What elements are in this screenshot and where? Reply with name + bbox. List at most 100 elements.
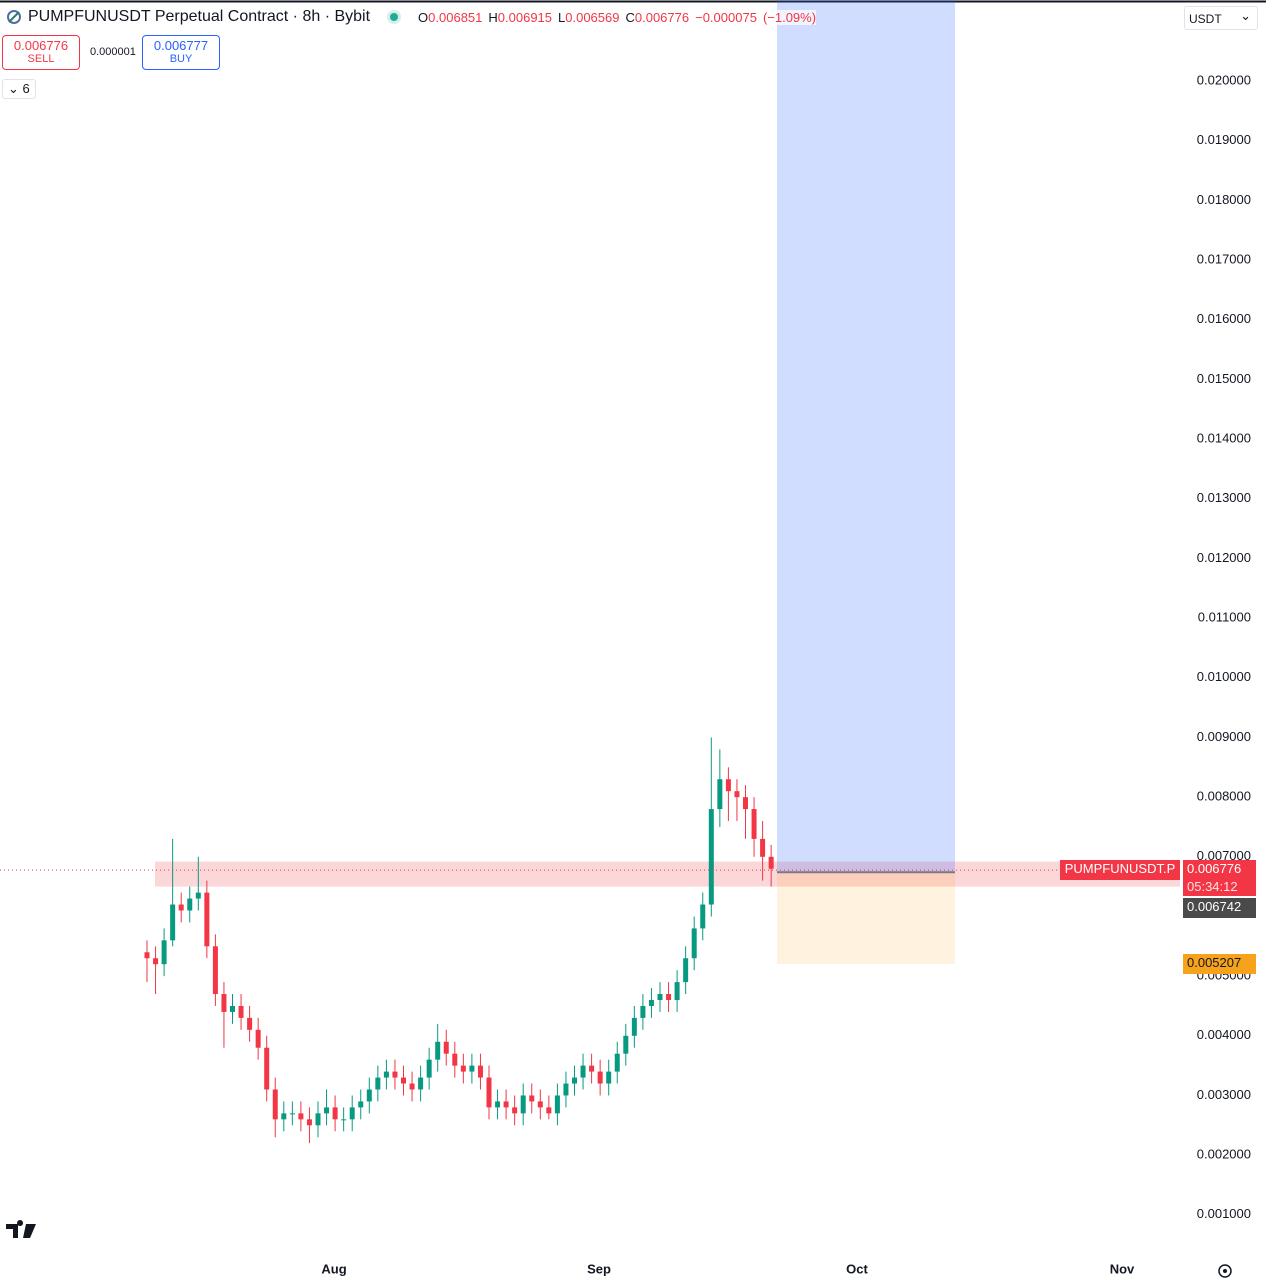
candle-body: [272, 1089, 278, 1120]
candle-body: [247, 1017, 253, 1030]
spread: 0.000001: [90, 46, 136, 58]
candle-body: [751, 809, 757, 839]
candle-body: [153, 958, 159, 965]
y-tick-label: 0.020000: [1197, 73, 1251, 88]
ohlc-value: 0.006851: [428, 9, 483, 25]
candle-body: [238, 1005, 244, 1018]
stop-area: [777, 872, 955, 964]
candle-body: [486, 1077, 492, 1108]
ohlc-letter: L: [558, 9, 566, 25]
y-tick-label: 0.011000: [1198, 610, 1251, 625]
y-tick-label: 0.016000: [1197, 311, 1251, 326]
sell-button[interactable]: 0.006776 SELL: [2, 35, 80, 70]
y-tick-label: 0.018000: [1197, 192, 1251, 207]
y-tick-label: 0.007000: [1197, 848, 1251, 863]
candle-body: [743, 797, 748, 810]
candle-body: [760, 838, 766, 857]
ohlc-value: 0.006776: [634, 9, 690, 25]
candle-body: [401, 1077, 406, 1084]
candle-body: [657, 994, 663, 1000]
target-area: [777, 0, 955, 873]
candle-body: [324, 1107, 330, 1114]
currency-select[interactable]: USDT: [1184, 6, 1258, 30]
candle-body: [332, 1107, 338, 1120]
candle-body: [383, 1071, 389, 1078]
candle-body: [529, 1095, 535, 1102]
ohlc-letter: O: [418, 9, 429, 25]
sell-price: 0.006776: [13, 38, 69, 53]
candle-body: [648, 1000, 654, 1006]
candle-body: [187, 898, 193, 911]
y-tick-label: 0.001000: [1197, 1206, 1251, 1221]
candle-body: [640, 1005, 646, 1018]
candle-body: [623, 1035, 629, 1054]
candle-body: [289, 1113, 295, 1115]
support-zone: [155, 861, 1180, 887]
candle-body: [708, 809, 714, 905]
candle-body: [161, 940, 167, 965]
y-tick-label: 0.017000: [1197, 252, 1251, 267]
indicators-toggle[interactable]: ⌄ 6: [2, 79, 36, 99]
ohlc-value: 0.006915: [497, 9, 553, 25]
candle-body: [341, 1119, 347, 1121]
x-tick-label: Nov: [1110, 1261, 1135, 1276]
candle-body: [221, 994, 227, 1012]
y-tick-label: 0.004000: [1197, 1027, 1251, 1042]
candle-body: [264, 1047, 270, 1090]
y-tick-label: 0.015000: [1197, 371, 1251, 386]
y-tick-label: 0.002000: [1197, 1147, 1251, 1162]
candles-layer: [0, 737, 1180, 1144]
candle-body: [255, 1029, 261, 1048]
candle-body: [195, 892, 201, 899]
candle-body: [768, 856, 774, 869]
candle-body: [700, 904, 706, 929]
candle-body: [306, 1119, 312, 1126]
symbol-label: PUMPFUNUSDT.P: [1060, 860, 1180, 881]
buy-button[interactable]: 0.006777 BUY: [142, 35, 220, 70]
candle-body: [683, 958, 689, 983]
candle-body: [212, 946, 218, 995]
settings-icon[interactable]: [1218, 1264, 1232, 1278]
candle-body: [170, 904, 176, 941]
candle-body: [717, 779, 723, 810]
candle-body: [725, 779, 731, 792]
y-tick-label: 0.013000: [1197, 490, 1251, 505]
candle-body: [452, 1053, 458, 1066]
buy-price: 0.006777: [153, 38, 209, 53]
candle-body: [315, 1113, 321, 1126]
y-tick-label: 0.009000: [1197, 729, 1251, 744]
symbol-icon: [7, 10, 21, 24]
y-tick-label: 0.012000: [1197, 550, 1251, 565]
candle-body: [614, 1053, 620, 1072]
candle-body: [460, 1065, 466, 1072]
y-tick-label: 0.019000: [1197, 132, 1251, 147]
candle-body: [349, 1107, 355, 1120]
ohlc-value: 0.006569: [565, 9, 620, 25]
candle-body: [392, 1071, 398, 1078]
candle-body: [178, 904, 184, 911]
y-tick-label: 0.010000: [1197, 669, 1251, 684]
candle-body: [580, 1065, 586, 1078]
x-tick-label: Oct: [846, 1261, 868, 1276]
candle-body: [606, 1071, 612, 1084]
market-status: [390, 13, 399, 21]
candle-body: [597, 1071, 603, 1084]
countdown-label: 05:34:12: [1183, 878, 1256, 897]
candle-body: [426, 1059, 432, 1078]
sell-label: SELL: [27, 53, 55, 65]
price-label: 0.006776: [1183, 860, 1256, 879]
candle-body: [691, 928, 697, 959]
candle-body: [512, 1107, 518, 1114]
ohlc-letter: H: [488, 9, 498, 25]
y-tick-label: 0.008000: [1197, 789, 1251, 804]
candle-body: [734, 791, 740, 798]
candle-body: [409, 1083, 415, 1090]
candle-body: [572, 1077, 577, 1084]
entry-label: 0.006742: [1183, 898, 1256, 919]
symbol-title[interactable]: PUMPFUNUSDT Perpetual Contract · 8h · By…: [28, 8, 371, 25]
candle-body: [503, 1101, 509, 1108]
x-tick-label: Aug: [321, 1261, 346, 1276]
candle-body: [230, 1005, 235, 1012]
